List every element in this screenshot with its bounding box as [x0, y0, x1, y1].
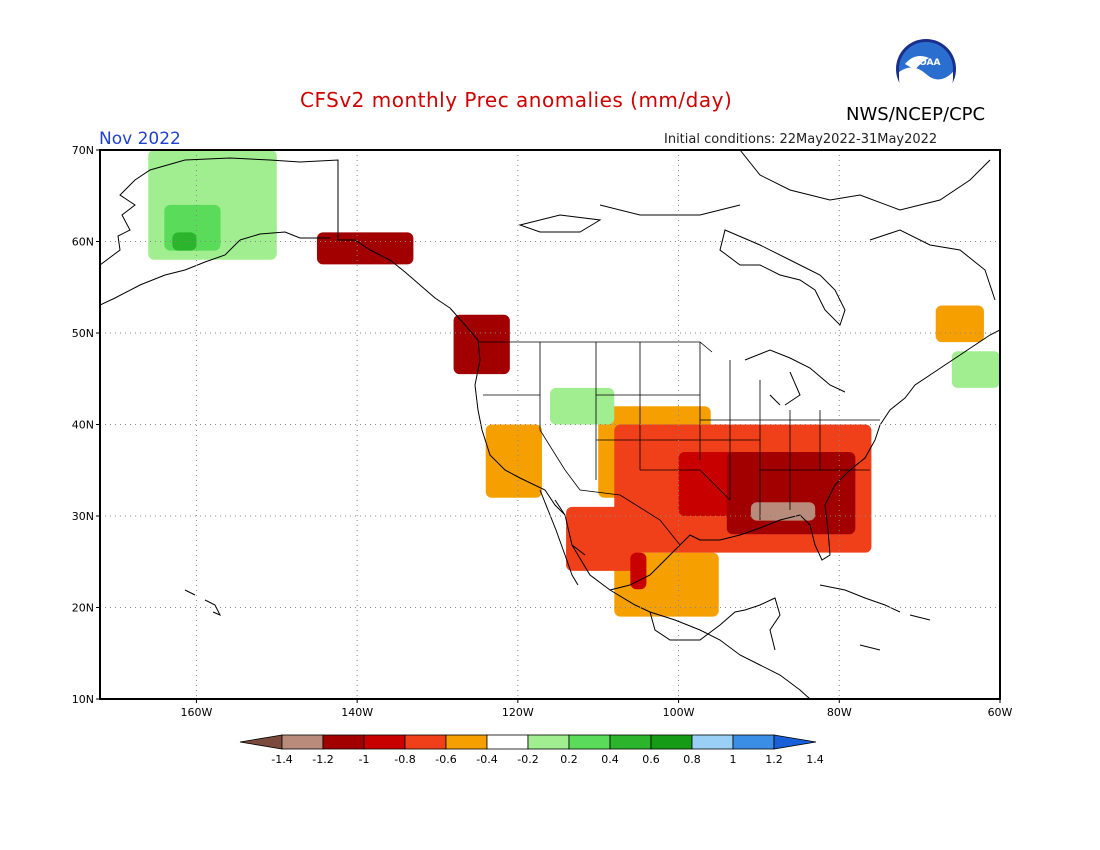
anomaly-region-dry-severe — [316, 232, 414, 265]
chart-title: CFSv2 monthly Prec anomalies (mm/day) — [300, 88, 733, 112]
colorbar-tick-label: -0.4 — [476, 753, 497, 766]
colorbar-swatch — [281, 734, 324, 750]
colorbar-tick-label: 1.4 — [806, 753, 824, 766]
lat-label: 30N — [72, 510, 94, 523]
colorbar-tick-label: -1.4 — [271, 753, 292, 766]
forecast-month: Nov 2022 — [99, 129, 181, 149]
lat-label: 40N — [72, 419, 94, 432]
lat-label: 20N — [72, 602, 94, 615]
colorbar-tick-label: 0.4 — [601, 753, 619, 766]
colorbar-swatch — [445, 734, 488, 750]
colorbar-tick-label: 0.2 — [560, 753, 578, 766]
anomaly-region-wet-weak — [951, 351, 1000, 388]
colorbar-tick-label: -0.2 — [517, 753, 538, 766]
lon-label: 100W — [663, 706, 695, 719]
colorbar-tick-label: 1 — [730, 753, 737, 766]
noaa-logo-text: NOAA — [912, 58, 941, 68]
colorbar-arrow-left — [239, 734, 283, 750]
colorbar-tick-label: -0.8 — [394, 753, 415, 766]
anomaly-region-dry-light — [566, 506, 639, 571]
anomaly-region-dry-moderate — [630, 552, 647, 590]
coastlines — [100, 150, 1000, 699]
graticule — [100, 150, 1000, 699]
colorbar-swatch — [609, 734, 652, 750]
anomaly-region-dry-weak — [485, 424, 542, 498]
lat-label: 10N — [72, 693, 94, 706]
colorbar-tick-label: -0.6 — [435, 753, 456, 766]
lon-label: 160W — [180, 706, 212, 719]
colorbar-swatch — [732, 734, 775, 750]
lon-label: 120W — [502, 706, 534, 719]
lat-label: 60N — [72, 236, 94, 249]
colorbar-swatch — [322, 734, 365, 750]
colorbar-tick-label: 0.6 — [642, 753, 660, 766]
anomaly-region-dry-strong — [750, 502, 816, 521]
anomaly-region-dry-severe — [453, 314, 510, 375]
latitude-labels: 70N 60N 50N 40N 30N 20N 10N — [72, 144, 94, 706]
initial-conditions: Initial conditions: 22May2022-31May2022 — [664, 132, 938, 147]
lon-label: 60W — [988, 706, 1013, 719]
colorbar-arrow-right — [773, 734, 817, 750]
colorbar-swatch — [650, 734, 693, 750]
colorbar-swatch — [691, 734, 734, 750]
lat-label: 50N — [72, 327, 94, 340]
colorbar-swatch — [363, 734, 406, 750]
state-boundaries — [478, 341, 880, 546]
lon-label: 140W — [341, 706, 373, 719]
anomaly-region-dry-severe — [726, 451, 856, 535]
colorbar-tick-label: 1.2 — [765, 753, 783, 766]
anomaly-region-wet-weak — [550, 387, 615, 425]
colorbar-swatch — [404, 734, 447, 750]
colorbar-tick-label: 0.8 — [683, 753, 701, 766]
colorbar-swatch — [486, 734, 529, 750]
colorbar-swatch — [527, 734, 570, 750]
anomaly-region-wet-strong — [172, 232, 197, 251]
anomaly-region-dry-weak — [935, 305, 984, 343]
colorbar-tick-label: -1 — [359, 753, 370, 766]
agency-label: NWS/NCEP/CPC — [846, 104, 986, 125]
colorbar-tick-label: -1.2 — [312, 753, 333, 766]
lat-label: 70N — [72, 144, 94, 157]
colorbar: -1.4 -1.2 -1 -0.8 -0.6 -0.4 -0.2 0.2 0.4 0.6 0.8 1 1… — [239, 734, 824, 766]
noaa-logo: NOAA — [896, 39, 956, 100]
lon-label: 80W — [827, 706, 852, 719]
longitude-labels: 160W 140W 120W 100W 80W 60W — [180, 706, 1012, 719]
colorbar-swatch — [568, 734, 611, 750]
tick-marks — [96, 149, 1001, 703]
